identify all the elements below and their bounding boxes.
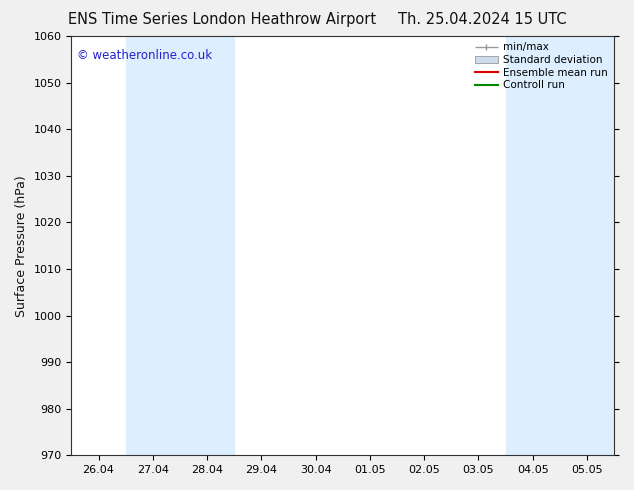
Text: © weatheronline.co.uk: © weatheronline.co.uk: [77, 49, 212, 62]
Text: Th. 25.04.2024 15 UTC: Th. 25.04.2024 15 UTC: [398, 12, 566, 27]
Bar: [505, 36, 614, 455]
Y-axis label: Surface Pressure (hPa): Surface Pressure (hPa): [15, 175, 28, 317]
Text: ENS Time Series London Heathrow Airport: ENS Time Series London Heathrow Airport: [68, 12, 376, 27]
Bar: [126, 36, 234, 455]
Legend: min/max, Standard deviation, Ensemble mean run, Controll run: min/max, Standard deviation, Ensemble me…: [471, 38, 612, 95]
